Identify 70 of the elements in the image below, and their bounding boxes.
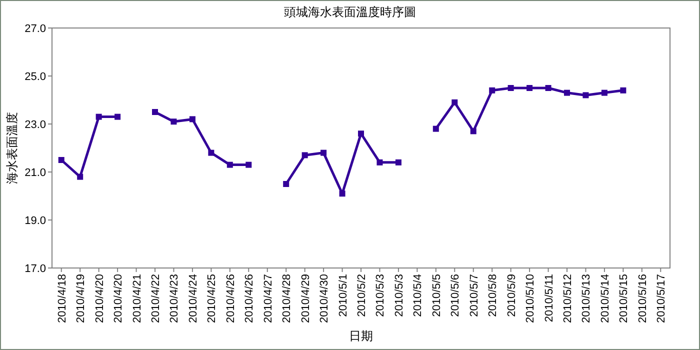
x-tick-label: 2010/4/26 [224, 274, 237, 323]
x-tick-label: 2010/5/3 [374, 274, 387, 317]
point [226, 162, 233, 168]
x-tick-label: 2010/5/13 [580, 274, 593, 323]
point [208, 150, 214, 156]
point [283, 181, 290, 187]
point [170, 118, 177, 125]
x-tick-label: 2010/5/14 [599, 274, 612, 323]
x-tick-label: 2010/5/16 [636, 274, 649, 323]
y-tick-label: 21.0 [24, 166, 46, 179]
chart-title: 頭城海水表面溫度時序圖 [284, 5, 416, 19]
x-tick-label: 2010/5/4 [412, 274, 424, 317]
x-tick-label: 2010/4/29 [300, 274, 312, 323]
point [320, 150, 327, 156]
y-tick-label: 17.0 [24, 262, 46, 275]
x-tick-label: 2010/5/1 [337, 274, 350, 317]
x-tick-label: 2010/5/6 [450, 274, 462, 317]
point [526, 85, 533, 91]
y-tick-label: 27.0 [24, 22, 46, 35]
point [358, 130, 364, 137]
point [620, 87, 626, 94]
point [376, 159, 383, 166]
x-tick-label: 2010/5/12 [562, 274, 574, 323]
x-tick-label: 2010/4/24 [187, 274, 200, 323]
point [601, 90, 608, 96]
y-tick-label: 23.0 [24, 118, 46, 131]
x-tick-label: 2010/4/27 [262, 274, 274, 323]
x-tick-label: 2010/4/25 [206, 274, 218, 323]
x-tick-label: 2010/4/28 [281, 274, 294, 323]
point [582, 92, 589, 98]
x-axis-title: 日期 [349, 329, 373, 343]
x-tick-label: 2010/4/26 [244, 274, 256, 323]
x-tick-label: 2010/4/20 [94, 274, 106, 323]
point [470, 128, 476, 134]
point [96, 114, 102, 120]
point [246, 162, 252, 168]
x-tick-label: 2010/4/20 [112, 274, 125, 323]
x-tick-label: 2010/5/10 [524, 274, 537, 323]
x-tick-label: 2010/5/17 [656, 274, 668, 323]
point [452, 99, 458, 106]
x-tick-label: 2010/4/19 [75, 274, 88, 323]
point [152, 109, 158, 115]
point [58, 157, 64, 163]
x-tick-label: 2010/5/11 [543, 274, 556, 322]
point [545, 85, 552, 91]
x-tick-label: 2010/4/23 [168, 274, 181, 323]
point [395, 159, 402, 166]
x-tick-label: 2010/5/8 [487, 274, 500, 317]
x-tick-label: 2010/4/21 [131, 274, 144, 323]
x-tick-label: 2010/5/3 [393, 274, 406, 317]
point [432, 126, 439, 132]
point [77, 174, 84, 180]
y-tick-label: 19.0 [24, 214, 46, 227]
x-tick-label: 2010/5/9 [506, 274, 518, 317]
y-axis-title: 海水表面溫度 [5, 112, 19, 184]
x-tick-label: 2010/5/5 [430, 274, 443, 317]
point [564, 90, 570, 96]
y-tick-label: 25.0 [24, 70, 46, 83]
point [189, 116, 196, 122]
point [114, 114, 121, 120]
point [339, 190, 346, 197]
point [508, 85, 514, 91]
x-tick-label: 2010/4/30 [318, 274, 331, 323]
x-tick-label: 2010/5/2 [356, 274, 368, 317]
x-tick-label: 2010/5/7 [468, 274, 480, 317]
x-tick-label: 2010/4/18 [56, 274, 68, 323]
point [302, 152, 308, 158]
x-tick-label: 2010/5/15 [618, 274, 630, 323]
point [489, 87, 496, 94]
x-tick-label: 2010/4/22 [150, 274, 162, 323]
